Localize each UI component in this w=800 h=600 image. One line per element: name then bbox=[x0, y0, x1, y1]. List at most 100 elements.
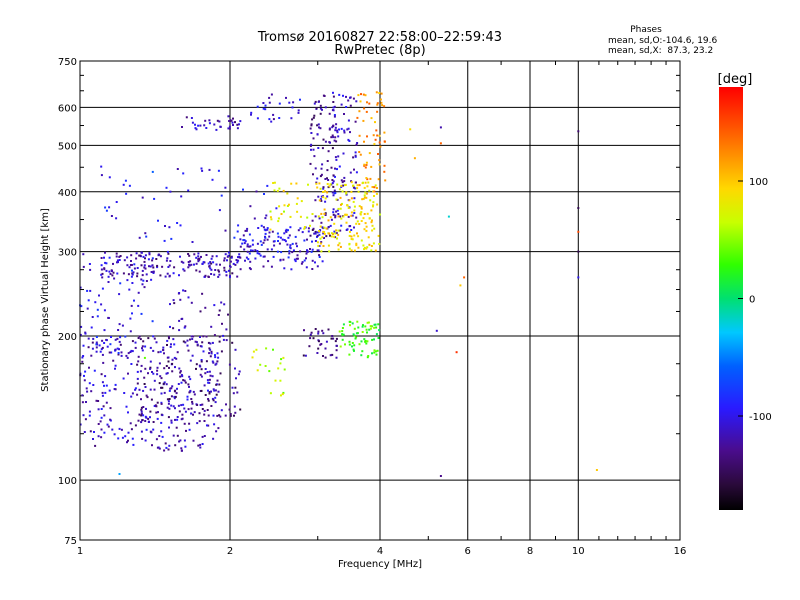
data-point bbox=[332, 194, 335, 197]
data-point bbox=[359, 212, 362, 215]
data-point bbox=[343, 129, 346, 132]
data-point bbox=[322, 332, 325, 335]
data-point bbox=[141, 345, 144, 348]
data-point bbox=[210, 352, 213, 355]
data-point bbox=[309, 144, 312, 147]
data-point bbox=[170, 237, 173, 240]
data-point bbox=[217, 427, 220, 430]
data-point bbox=[167, 266, 170, 268]
data-point bbox=[117, 352, 120, 354]
data-point bbox=[110, 336, 112, 338]
data-point bbox=[366, 101, 368, 104]
data-point bbox=[272, 113, 275, 116]
data-point bbox=[447, 215, 450, 218]
data-point bbox=[324, 178, 327, 180]
data-point bbox=[87, 337, 90, 340]
data-point bbox=[204, 306, 207, 309]
data-point bbox=[311, 240, 313, 243]
data-point bbox=[300, 200, 303, 203]
data-point bbox=[103, 384, 105, 387]
data-point bbox=[207, 381, 210, 384]
data-point bbox=[143, 286, 146, 289]
data-point bbox=[362, 197, 365, 200]
data-point bbox=[330, 235, 333, 238]
data-point bbox=[288, 101, 291, 104]
data-point bbox=[283, 267, 286, 270]
data-point bbox=[350, 214, 353, 217]
data-point bbox=[242, 234, 245, 237]
data-point bbox=[202, 335, 205, 338]
data-point bbox=[117, 329, 120, 331]
data-point bbox=[117, 437, 120, 440]
data-point bbox=[127, 439, 129, 442]
data-point bbox=[327, 244, 330, 247]
data-point bbox=[83, 431, 86, 433]
data-point bbox=[281, 393, 284, 396]
data-point bbox=[297, 109, 300, 112]
data-point bbox=[297, 111, 300, 114]
data-point bbox=[281, 238, 284, 241]
data-point bbox=[139, 338, 142, 341]
data-point bbox=[319, 127, 322, 130]
data-point bbox=[179, 255, 181, 258]
data-point bbox=[191, 400, 194, 403]
data-point bbox=[353, 327, 356, 330]
data-point bbox=[137, 355, 140, 358]
data-point bbox=[268, 96, 271, 99]
data-point bbox=[318, 340, 320, 343]
data-point bbox=[211, 255, 214, 258]
data-point bbox=[266, 238, 269, 241]
data-point bbox=[103, 256, 105, 259]
data-point bbox=[152, 266, 155, 269]
data-point bbox=[82, 253, 85, 256]
data-point bbox=[340, 127, 343, 130]
data-point bbox=[268, 101, 271, 104]
data-point bbox=[333, 222, 336, 225]
data-point bbox=[320, 221, 323, 224]
data-point bbox=[95, 343, 98, 346]
data-point bbox=[134, 424, 137, 427]
data-point bbox=[247, 258, 250, 261]
data-point bbox=[345, 191, 348, 194]
data-point bbox=[357, 94, 360, 97]
data-point bbox=[178, 410, 181, 413]
data-point bbox=[115, 255, 118, 258]
data-point bbox=[226, 259, 228, 262]
data-point bbox=[227, 127, 230, 130]
data-point bbox=[92, 384, 95, 386]
data-point bbox=[374, 249, 377, 252]
data-point bbox=[195, 367, 197, 370]
data-point bbox=[331, 182, 334, 185]
data-point bbox=[191, 241, 194, 243]
data-point bbox=[348, 343, 351, 346]
data-point bbox=[349, 104, 352, 107]
data-point bbox=[151, 264, 154, 267]
colorbar-tick-label: -100 bbox=[749, 412, 772, 423]
data-point bbox=[195, 363, 198, 366]
data-point bbox=[144, 345, 147, 348]
data-point bbox=[207, 424, 210, 427]
data-point bbox=[212, 361, 215, 364]
data-point bbox=[272, 118, 275, 121]
x-tick-label: 4 bbox=[377, 546, 383, 557]
data-point bbox=[348, 199, 351, 202]
data-point bbox=[347, 215, 350, 218]
data-point bbox=[99, 420, 102, 423]
data-point bbox=[88, 263, 91, 265]
data-point bbox=[371, 229, 374, 232]
data-point bbox=[104, 375, 107, 378]
data-point bbox=[229, 276, 231, 279]
data-point bbox=[277, 235, 280, 238]
data-point bbox=[88, 382, 91, 385]
data-point bbox=[130, 254, 133, 257]
data-point bbox=[102, 405, 105, 408]
data-point bbox=[327, 328, 330, 331]
data-point bbox=[202, 261, 205, 264]
data-point bbox=[299, 227, 302, 230]
data-point bbox=[312, 337, 315, 340]
data-point bbox=[313, 102, 316, 105]
data-point bbox=[322, 245, 325, 247]
data-point bbox=[217, 275, 220, 278]
data-point bbox=[217, 269, 220, 272]
data-point bbox=[314, 261, 316, 264]
